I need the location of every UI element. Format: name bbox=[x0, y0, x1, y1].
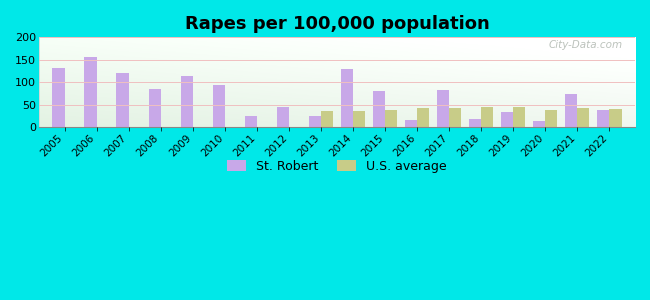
Bar bbox=[84, 57, 97, 127]
Bar bbox=[213, 85, 225, 127]
Bar bbox=[437, 90, 449, 127]
Bar bbox=[533, 121, 545, 127]
Bar bbox=[181, 76, 193, 127]
Bar bbox=[405, 120, 417, 127]
Bar bbox=[53, 68, 64, 127]
Bar bbox=[148, 88, 161, 127]
Bar bbox=[481, 107, 493, 127]
Bar bbox=[501, 112, 514, 127]
Bar bbox=[609, 109, 621, 127]
Bar bbox=[417, 108, 429, 127]
Bar bbox=[321, 111, 333, 127]
Bar bbox=[545, 110, 558, 127]
Bar bbox=[277, 106, 289, 127]
Bar bbox=[565, 94, 577, 127]
Bar bbox=[514, 107, 525, 127]
Title: Rapes per 100,000 population: Rapes per 100,000 population bbox=[185, 15, 489, 33]
Bar bbox=[353, 111, 365, 127]
Text: City-Data.com: City-Data.com bbox=[549, 40, 623, 50]
Bar bbox=[309, 116, 321, 127]
Bar bbox=[449, 108, 462, 127]
Bar bbox=[341, 69, 353, 127]
Bar bbox=[244, 116, 257, 127]
Bar bbox=[116, 73, 129, 127]
Bar bbox=[597, 110, 609, 127]
Legend: St. Robert, U.S. average: St. Robert, U.S. average bbox=[227, 160, 447, 173]
Bar bbox=[385, 110, 397, 127]
Bar bbox=[469, 119, 481, 127]
Bar bbox=[373, 91, 385, 127]
Bar bbox=[577, 108, 590, 127]
